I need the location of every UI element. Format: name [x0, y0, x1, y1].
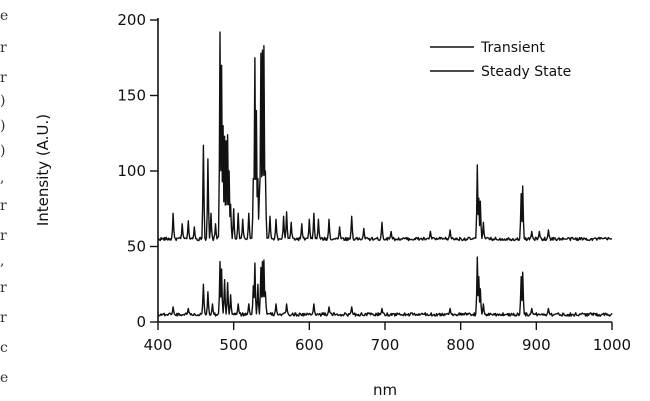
svg-text:e: e — [0, 8, 8, 24]
svg-text:r: r — [0, 310, 7, 326]
x-axis-ticks: 400 500 600 700 800 900 1000 — [144, 322, 631, 354]
x-tick-label: 800 — [446, 336, 475, 354]
series-line-transient — [157, 31, 613, 242]
x-tick-label: 500 — [219, 336, 248, 354]
y-axis-ticks: 0 50 100 150 200 — [117, 11, 158, 331]
x-tick-label: 700 — [371, 336, 400, 354]
svg-text:): ) — [0, 93, 5, 109]
x-axis-label: nm — [373, 381, 397, 399]
cropped-page-edge-text: e r r ) ) ) , r r , r r c e — [0, 8, 8, 386]
x-tick-label: 900 — [522, 336, 551, 354]
y-tick-label: 0 — [136, 313, 146, 331]
x-tick-label: 400 — [144, 336, 173, 354]
y-axis-label: Intensity (A.U.) — [34, 114, 52, 226]
svg-text:r: r — [0, 198, 7, 214]
legend-label-transient: Transient — [480, 40, 545, 56]
svg-text:): ) — [0, 118, 5, 134]
x-tick-label: 1000 — [593, 336, 631, 354]
svg-text:e: e — [0, 370, 8, 386]
y-tick-label: 100 — [117, 162, 146, 180]
series-group — [157, 31, 613, 317]
svg-text:r: r — [0, 70, 7, 86]
x-tick-label: 600 — [295, 336, 324, 354]
y-tick-label: 200 — [117, 11, 146, 29]
svg-text:c: c — [0, 340, 8, 356]
svg-text:,: , — [0, 170, 4, 186]
svg-text:,: , — [0, 253, 4, 269]
series-line-steady-state — [157, 256, 613, 317]
y-tick-label: 50 — [127, 238, 146, 256]
svg-text:r: r — [0, 280, 7, 296]
legend: Transient Steady State — [430, 40, 571, 80]
svg-text:r: r — [0, 40, 7, 56]
legend-label-steady-state: Steady State — [481, 64, 571, 80]
y-tick-label: 150 — [117, 87, 146, 105]
svg-text:): ) — [0, 143, 5, 159]
svg-text:r: r — [0, 228, 7, 244]
